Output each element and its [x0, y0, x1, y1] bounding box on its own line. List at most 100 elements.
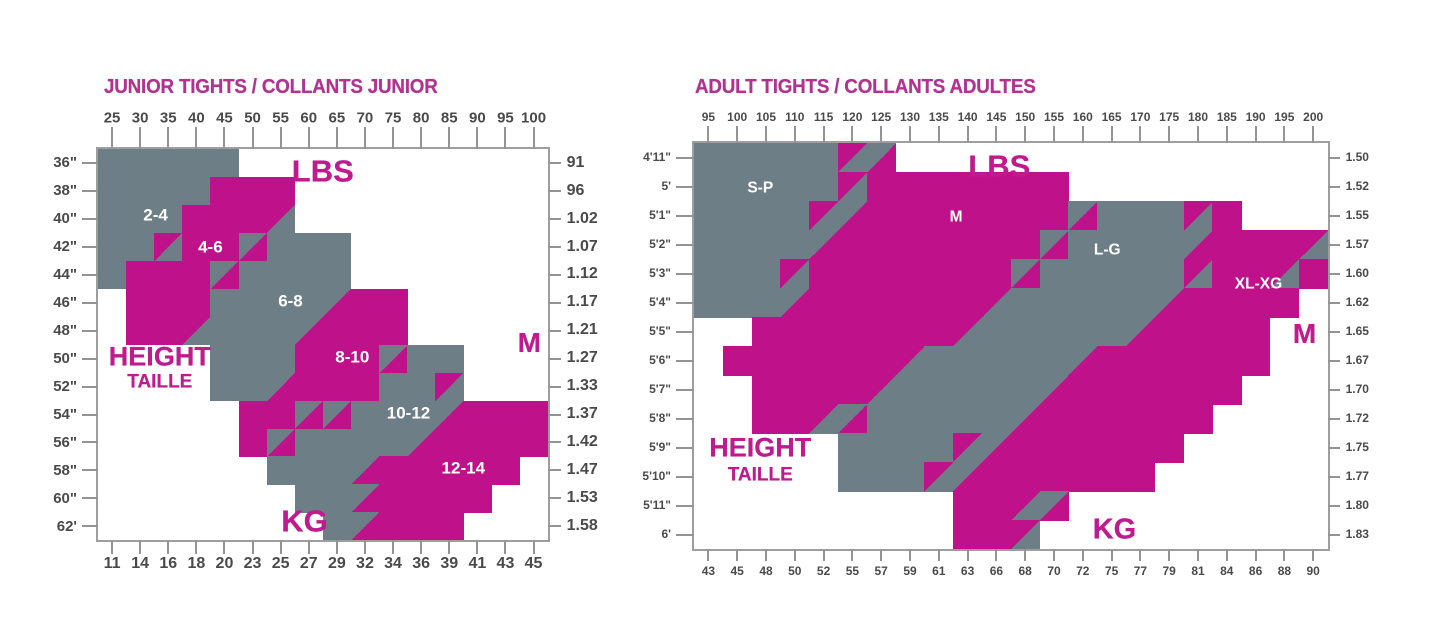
right-axis-tick: [1327, 388, 1340, 391]
grid-cell: [694, 172, 724, 202]
grid-cell: [838, 462, 868, 492]
left-axis-tick: [82, 245, 98, 248]
top-axis-tick: [1225, 126, 1228, 143]
top-axis-tick-label: 115: [813, 110, 834, 124]
right-axis-tick-label: 1.21: [566, 321, 598, 339]
grid-cell: [751, 288, 781, 318]
bottom-axis-tick-label: 45: [524, 555, 543, 573]
grid-cell: [1126, 375, 1156, 405]
right-axis-tick-label: 1.57: [1345, 237, 1369, 252]
top-axis-tick-label: 105: [755, 110, 777, 124]
left-axis-tick-label: 40": [53, 210, 77, 228]
grid-cell: [266, 176, 296, 206]
unit-label-kg: KG: [281, 503, 328, 539]
right-axis-tick: [1327, 301, 1340, 304]
top-axis-tick-label: 170: [1130, 110, 1151, 124]
bottom-axis-tick-label: 77: [1133, 564, 1148, 578]
size-region-label: 8-10: [335, 347, 370, 367]
bottom-axis-tick: [1139, 549, 1142, 561]
grid-cell: [866, 230, 897, 260]
right-axis-tick-label: 1.50: [1345, 150, 1369, 165]
bottom-axis-tick: [822, 549, 825, 561]
grid-cell: [1126, 317, 1156, 347]
grid-cell: [982, 491, 1012, 521]
bottom-axis-tick: [707, 549, 710, 561]
bottom-axis-tick: [532, 540, 535, 555]
bottom-axis-tick-label: 36: [412, 555, 431, 573]
grid-cell: [809, 375, 839, 405]
grid-cell: [238, 176, 268, 206]
grid-cell: [809, 288, 839, 318]
grid-cell: [350, 288, 380, 318]
grid-cell: [751, 172, 781, 202]
grid-cell: [435, 400, 464, 429]
right-axis-tick: [1327, 214, 1340, 217]
grid-cell: [1241, 288, 1271, 318]
right-axis-tick: [547, 497, 561, 500]
right-axis-tick: [547, 357, 561, 360]
grid-cell: [1068, 346, 1098, 376]
grid-cell: [154, 260, 183, 290]
left-axis-tick-label: 62': [56, 517, 77, 535]
grid-cell: [1010, 288, 1041, 318]
right-axis-tick: [1327, 330, 1340, 333]
right-axis-tick: [1327, 446, 1340, 449]
grid-cell: [780, 375, 810, 405]
grid-cell: [751, 201, 781, 231]
grid-cell: [210, 204, 239, 234]
grid-cell: [1097, 317, 1127, 347]
left-axis-tick: [676, 446, 694, 449]
grid-cell: [751, 317, 781, 347]
bottom-axis-tick-label: 79: [1162, 564, 1176, 578]
grid-cell: [722, 201, 753, 231]
bottom-axis-tick-label: 86: [1248, 564, 1263, 578]
grid-cell: [154, 288, 183, 318]
left-axis-tick: [82, 329, 98, 332]
top-axis-tick: [851, 126, 854, 143]
grid-cell: [982, 404, 1012, 434]
top-axis-tick: [335, 127, 338, 149]
bottom-axis-tick: [1081, 549, 1084, 561]
top-axis-tick: [793, 126, 796, 143]
top-axis-tick-label: 95: [497, 109, 514, 127]
grid-cell: [780, 259, 810, 289]
grid-cell: [982, 201, 1012, 231]
bottom-axis-tick-label: 27: [299, 555, 318, 573]
top-axis-tick: [1254, 126, 1257, 143]
grid-cell: [953, 172, 983, 202]
grid-cell: [1154, 288, 1185, 318]
grid-cell: [1154, 433, 1185, 463]
grid-cell: [1097, 201, 1127, 231]
grid-cell: [1039, 491, 1069, 521]
grid-cell: [210, 344, 239, 374]
grid-cell: [435, 484, 464, 513]
grid-cell: [1270, 288, 1300, 318]
top-axis-tick: [307, 127, 310, 149]
grid-cell: [953, 230, 983, 260]
left-axis-tick: [676, 156, 694, 159]
grid-cell: [1010, 346, 1041, 376]
top-axis-tick: [736, 126, 739, 143]
bottom-axis-tick: [504, 540, 507, 555]
bottom-axis-tick-label: 63: [960, 564, 975, 578]
left-axis-tick-label: 60": [53, 489, 77, 507]
grid-cell: [924, 201, 954, 231]
grid-cell: [1183, 317, 1213, 347]
grid-cell: [238, 288, 268, 318]
grid-cell: [1126, 404, 1156, 434]
grid-cell: [379, 316, 408, 346]
grid-cell: [126, 232, 155, 262]
grid-cell: [982, 288, 1012, 318]
top-axis-tick: [223, 127, 226, 149]
top-axis-tick-label: 85: [440, 109, 458, 127]
grid-cell: [379, 344, 408, 374]
top-axis-tick-label: 65: [328, 109, 346, 127]
left-axis-tick: [676, 388, 694, 391]
size-region-label: 6-8: [278, 291, 303, 311]
top-axis-tick-label: 25: [103, 109, 121, 127]
right-axis-tick-label: 1.53: [566, 489, 598, 507]
grid-cell: [1183, 201, 1213, 231]
right-axis-tick-label: 1.80: [1345, 498, 1369, 513]
grid-cell: [924, 317, 954, 347]
grid-cell: [407, 512, 436, 541]
